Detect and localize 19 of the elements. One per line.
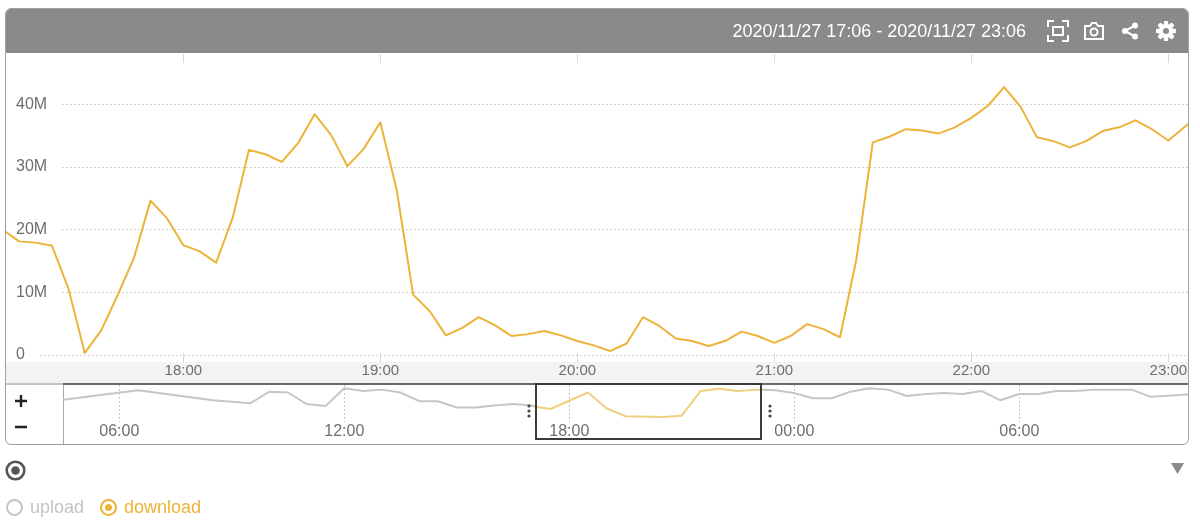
x-tick-label: 12:00: [324, 422, 365, 440]
legend-label: upload: [30, 496, 85, 518]
chart-subtitle: 2020/11/27 17:06 - 2020/11/27 23:06: [732, 21, 1026, 42]
x-tick-label: 19:00: [361, 361, 400, 379]
x-tick-label: 23:00: [1149, 361, 1188, 379]
y-tick-label: 30M: [16, 157, 48, 175]
x-tick-label: 22:00: [952, 361, 991, 379]
x-tick-label: 18:00: [549, 422, 590, 440]
x-tick-label: 21:00: [755, 361, 794, 379]
y-tick-label: 10M: [16, 282, 48, 300]
y-tick-label: 0: [16, 345, 25, 363]
legend-label: download: [124, 496, 202, 518]
y-tick-label: 40M: [16, 94, 48, 112]
x-tick-label: 00:00: [774, 422, 815, 440]
x-tick-label: 20:00: [558, 361, 597, 379]
y-tick-label: 20M: [16, 219, 48, 237]
x-tick-label: 06:00: [99, 422, 140, 440]
x-tick-label: 06:00: [999, 422, 1040, 440]
x-tick-label: 18:00: [164, 361, 203, 379]
